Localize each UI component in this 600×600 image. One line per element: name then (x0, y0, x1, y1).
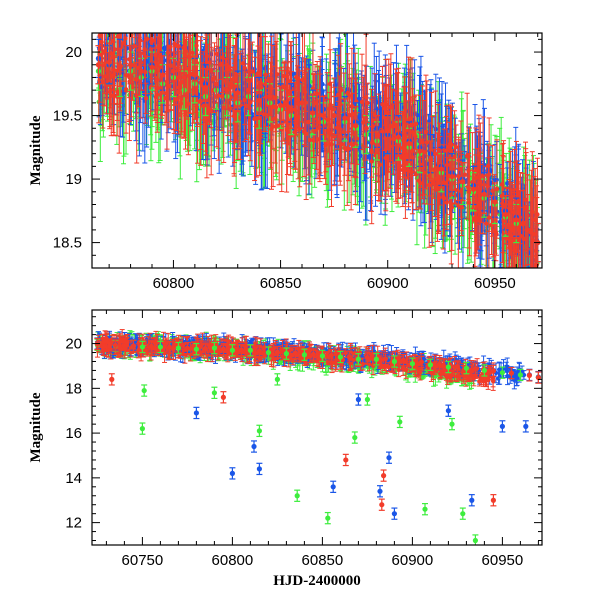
data-point (118, 25, 122, 29)
data-point (416, 178, 422, 183)
data-point (417, 121, 423, 126)
data-point (453, 144, 459, 150)
data-point (342, 145, 348, 151)
data-point (367, 153, 372, 158)
data-point (250, 69, 255, 74)
data-point (484, 221, 489, 226)
top-light-curve-panel: 60800 60850 60900 6095018.51919.520Magnitud… (28, 25, 543, 292)
data-point (143, 96, 149, 101)
data-point (488, 168, 493, 173)
data-point (149, 39, 154, 45)
data-point (305, 119, 311, 125)
data-point (252, 116, 257, 122)
data-point (320, 81, 325, 87)
data-point (218, 62, 223, 67)
data-point (314, 91, 320, 96)
plot-area (95, 25, 541, 268)
data-point (486, 163, 491, 168)
data-point (190, 50, 195, 56)
data-point (164, 79, 170, 85)
data-point (456, 203, 461, 208)
data-point (497, 219, 503, 225)
data-point (377, 96, 382, 101)
data-point (207, 60, 212, 65)
